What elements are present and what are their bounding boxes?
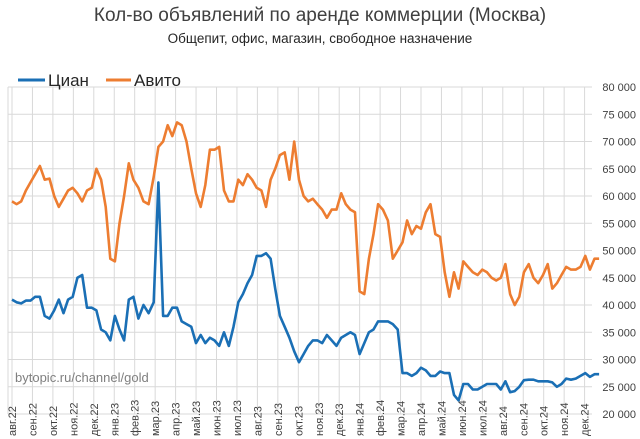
y-tick-label: 80 000 bbox=[602, 82, 636, 94]
x-tick-label: дек.22 bbox=[89, 403, 101, 436]
x-tick-label: сен.24 bbox=[518, 403, 530, 436]
x-tick-label: фев.24 bbox=[375, 400, 387, 436]
x-tick-label: фев.23 bbox=[130, 400, 142, 436]
y-tick-label: 60 000 bbox=[602, 191, 636, 203]
y-tick-label: 65 000 bbox=[602, 164, 636, 176]
legend: Циан Авито bbox=[18, 71, 181, 90]
x-tick-label: сен.22 bbox=[27, 403, 39, 436]
series-line-cian bbox=[11, 181, 600, 402]
x-tick-label: сен.23 bbox=[273, 403, 285, 436]
x-tick-label: окт.22 bbox=[48, 406, 60, 436]
y-tick-label: 50 000 bbox=[602, 246, 636, 258]
x-tick-label: окт.23 bbox=[293, 406, 305, 436]
chart-title: Кол-во объявлений по аренде коммерции (М… bbox=[93, 5, 547, 26]
y-tick-label: 30 000 bbox=[602, 355, 636, 367]
x-tick-label: окт.24 bbox=[539, 406, 551, 436]
x-tick-label: авг.22 bbox=[7, 406, 19, 436]
y-tick-label: 40 000 bbox=[602, 300, 636, 312]
y-tick-label: 55 000 bbox=[602, 218, 636, 230]
grid bbox=[7, 86, 592, 415]
x-tick-label: май.23 bbox=[191, 401, 203, 436]
x-axis: авг.22 сен.22 окт.22 ноя.22 дек.22 янв.23 фев.… bbox=[7, 400, 592, 436]
x-tick-label: дек.24 bbox=[580, 403, 592, 436]
x-tick-label: апр.23 bbox=[171, 403, 183, 436]
y-tick-label: 70 000 bbox=[602, 137, 636, 149]
x-tick-label: ноя.24 bbox=[559, 403, 571, 436]
x-tick-label: янв.24 bbox=[355, 403, 367, 436]
y-axis: 20 000 25 000 30 000 35 000 40 000 45 000 50 0… bbox=[602, 82, 636, 421]
x-tick-label: ноя.22 bbox=[68, 403, 80, 436]
x-tick-label: авг.24 bbox=[498, 406, 510, 436]
x-tick-label: июн.24 bbox=[457, 400, 469, 436]
x-tick-label: авг.23 bbox=[252, 406, 264, 436]
x-tick-label: янв.23 bbox=[109, 403, 121, 436]
x-tick-label: июн.23 bbox=[212, 400, 224, 436]
x-tick-label: мар.24 bbox=[396, 401, 408, 436]
x-tick-label: май.24 bbox=[436, 401, 448, 436]
legend-label-cian: Циан bbox=[48, 71, 89, 90]
chart-subtitle: Общепит, офис, магазин, свободное назнач… bbox=[167, 31, 473, 46]
y-tick-label: 45 000 bbox=[602, 273, 636, 285]
y-tick-label: 35 000 bbox=[602, 327, 636, 339]
x-tick-label: ноя.23 bbox=[314, 403, 326, 436]
x-tick-label: дек.23 bbox=[334, 403, 346, 436]
series-line-avito bbox=[11, 121, 600, 307]
y-tick-label: 25 000 bbox=[602, 382, 636, 394]
legend-label-avito: Авито bbox=[134, 71, 181, 90]
y-tick-label: 20 000 bbox=[602, 409, 636, 421]
watermark: bytopic.ru/channel/gold bbox=[15, 370, 149, 385]
series-lines bbox=[11, 121, 600, 402]
x-tick-label: июл.24 bbox=[477, 400, 489, 436]
x-tick-label: апр.24 bbox=[416, 403, 428, 436]
y-tick-label: 75 000 bbox=[602, 109, 636, 121]
x-tick-label: июл.23 bbox=[232, 400, 244, 436]
x-tick-label: мар.23 bbox=[150, 401, 162, 436]
